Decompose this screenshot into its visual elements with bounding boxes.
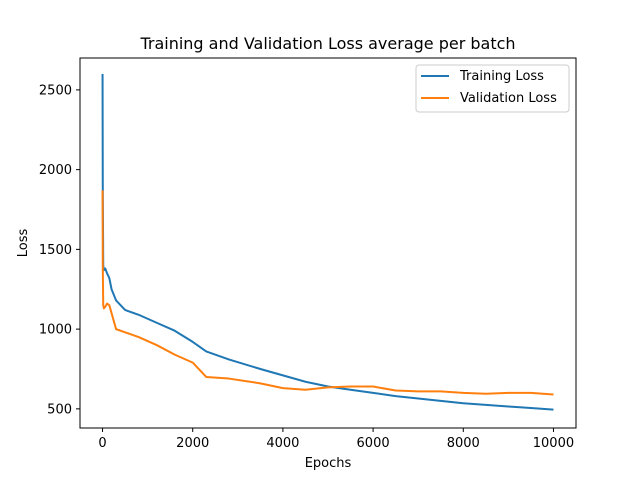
- series-line-validation-loss: [101, 190, 554, 396]
- series-layer: [101, 73, 554, 411]
- y-axis-ticks: 500 1000 1500 2000 2500: [39, 83, 80, 417]
- x-tick-label: 10000: [533, 436, 574, 451]
- x-tick-label: 6000: [357, 436, 390, 451]
- plot-frame: [79, 57, 577, 429]
- x-tick-label: 4000: [266, 436, 299, 451]
- y-axis-label: Loss: [16, 229, 31, 258]
- plot-area: [80, 58, 576, 428]
- y-tick-label: 500: [47, 402, 72, 417]
- x-tick-label: 8000: [447, 436, 480, 451]
- x-tick-label: 0: [98, 436, 106, 451]
- chart-title: Training and Validation Loss average per…: [139, 34, 515, 53]
- x-axis-ticks: 0 2000 4000 6000 8000 10000: [98, 428, 574, 451]
- y-tick-label: 2000: [39, 163, 72, 178]
- x-tick-label: 2000: [176, 436, 209, 451]
- y-tick-label: 1500: [39, 243, 72, 258]
- legend-box: [415, 64, 570, 113]
- y-tick-label: 1000: [39, 323, 72, 338]
- legend: Training Loss Validation Loss: [415, 64, 570, 113]
- series-line-training-loss: [101, 73, 554, 411]
- legend-label-training: Training Loss: [459, 69, 544, 84]
- x-axis-label: Epochs: [305, 456, 352, 471]
- y-tick-label: 2500: [39, 83, 72, 98]
- legend-label-validation: Validation Loss: [460, 91, 557, 106]
